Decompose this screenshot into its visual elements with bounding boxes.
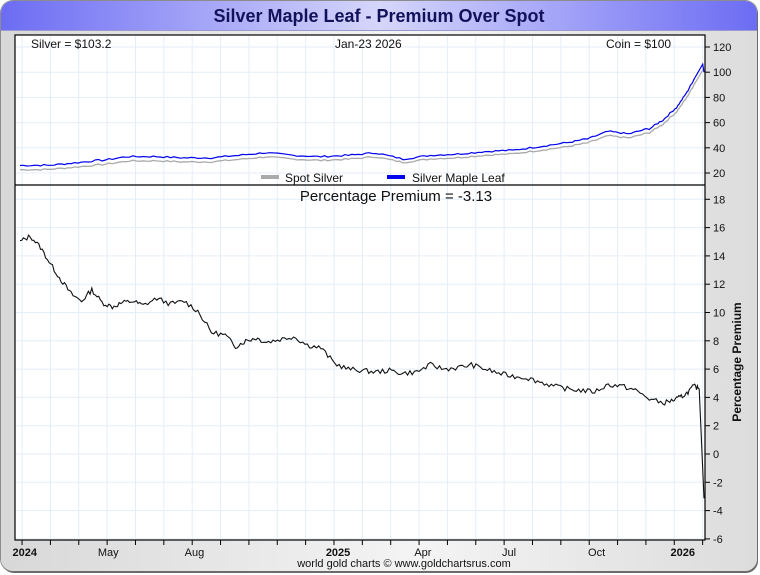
premium-y-axis: 18 16 14 12 10 8 6 4 2 0 -2 -4 -6: [705, 194, 725, 546]
premium-title: Percentage Premium = -3.13: [300, 188, 492, 205]
silver-price-label: Silver = $103.2: [31, 37, 112, 51]
price-y-axis: 120 100 80 60 40 20: [705, 42, 731, 180]
premium-y-tick-label: 14: [713, 251, 725, 263]
premium-y-tick-label: -2: [713, 477, 723, 489]
legend: Spot Silver Silver Maple Leaf: [261, 171, 505, 185]
x-tick-label: May: [98, 547, 119, 559]
date-label: Jan-23 2026: [335, 37, 402, 51]
silver-maple-leaf-line: [19, 62, 705, 167]
x-tick-label: 2025: [326, 547, 350, 559]
premium-y-tick-label: -4: [713, 506, 723, 518]
x-axis: 2024 May Aug 2025 Apr Jul Oct 2026: [13, 540, 704, 559]
x-tick-label: Jul: [502, 547, 516, 559]
x-tick-label: Oct: [588, 547, 605, 559]
price-y-tick-label: 20: [713, 168, 725, 180]
grid-lines: [16, 36, 704, 540]
premium-y-tick-label: 16: [713, 223, 725, 235]
price-y-tick-label: 100: [713, 67, 731, 79]
premium-y-tick-label: 4: [713, 392, 719, 404]
premium-series-group: [19, 233, 705, 499]
title-bar: Silver Maple Leaf - Premium Over Spot: [1, 1, 757, 31]
premium-y-tick-label: 12: [713, 279, 725, 291]
legend-swatch-spot-silver: [261, 175, 279, 179]
premium-y-tick-label: 0: [713, 449, 719, 461]
premium-y-tick-label: 18: [713, 194, 725, 206]
legend-label-spot-silver: Spot Silver: [285, 171, 343, 185]
price-y-tick-label: 40: [713, 143, 725, 155]
legend-label-silver-maple-leaf: Silver Maple Leaf: [412, 171, 505, 185]
price-y-tick-label: 60: [713, 118, 725, 130]
premium-y-tick-label: -6: [713, 534, 723, 546]
chart-title: Silver Maple Leaf - Premium Over Spot: [213, 6, 545, 26]
x-tick-label: Apr: [414, 547, 431, 559]
price-y-tick-label: 80: [713, 92, 725, 104]
premium-y-tick-label: 6: [713, 364, 719, 376]
premium-y-tick-label: 10: [713, 308, 725, 320]
spot-silver-line: [19, 67, 705, 171]
price-y-tick-label: 120: [713, 42, 731, 54]
premium-y-tick-label: 2: [713, 421, 719, 433]
coin-price-label: Coin = $100: [606, 37, 671, 51]
price-series-group: [19, 62, 705, 171]
percentage-premium-line: [19, 233, 705, 499]
x-tick-label: 2026: [671, 547, 695, 559]
legend-swatch-silver-maple-leaf: [387, 175, 405, 179]
premium-y-tick-label: 8: [713, 336, 719, 348]
footer-credit: world gold charts © www.goldchartsrus.co…: [296, 558, 511, 570]
premium-y-axis-label: Percentage Premium: [730, 302, 744, 421]
x-tick-label: Aug: [185, 547, 205, 559]
x-tick-label: 2024: [13, 547, 38, 559]
plot-area: [15, 35, 705, 540]
plot-border: [14, 34, 706, 541]
